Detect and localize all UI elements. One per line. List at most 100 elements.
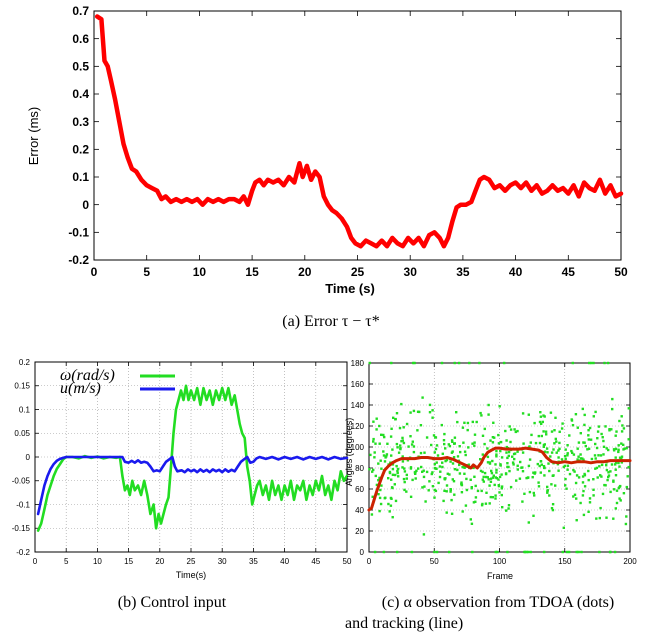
observation-dot xyxy=(396,446,399,449)
observation-dot xyxy=(463,450,467,453)
observation-dot xyxy=(581,494,585,497)
observation-dot xyxy=(428,403,432,407)
observation-dot xyxy=(379,459,382,462)
observation-dot xyxy=(595,446,599,450)
observation-dot xyxy=(482,475,485,479)
observation-dot xyxy=(525,550,528,554)
observation-dot xyxy=(410,550,414,554)
observation-dot xyxy=(576,458,579,461)
observation-dot xyxy=(620,457,623,460)
observation-dot xyxy=(534,441,538,445)
observation-dot xyxy=(394,418,397,421)
x-tick-label: 45 xyxy=(562,265,576,279)
observation-dot xyxy=(613,550,617,554)
observation-dot xyxy=(461,426,465,429)
observation-dot xyxy=(378,496,382,500)
observation-dot xyxy=(492,421,495,424)
observation-dot xyxy=(506,550,509,554)
observation-dot xyxy=(435,461,438,464)
chart-c-y-label: Angles (degrees) xyxy=(344,418,354,487)
observation-dot xyxy=(451,440,454,443)
observation-dot xyxy=(434,447,438,451)
observation-dot xyxy=(375,417,378,420)
observation-dot xyxy=(539,471,542,474)
observation-dot xyxy=(495,468,498,472)
observation-dot xyxy=(458,445,461,448)
observation-dot xyxy=(433,463,436,466)
observation-dot xyxy=(570,449,573,453)
observation-dot xyxy=(592,361,595,365)
observation-dot xyxy=(450,439,454,442)
observation-dot xyxy=(621,424,624,427)
observation-dot xyxy=(508,469,511,473)
x-tick-label: 150 xyxy=(558,557,572,566)
observation-dot xyxy=(501,506,504,509)
observation-dot xyxy=(466,428,469,432)
observation-dot xyxy=(409,467,413,470)
y-tick-label: -0.2 xyxy=(16,548,30,557)
observation-dot xyxy=(444,447,447,450)
observation-dot xyxy=(606,361,610,365)
observation-dot xyxy=(606,478,609,482)
observation-dot xyxy=(401,439,404,442)
observation-dot xyxy=(448,473,451,476)
observation-dot xyxy=(445,490,448,493)
observation-dot xyxy=(570,418,573,421)
y-tick-label: 0.05 xyxy=(14,429,30,438)
observation-dot xyxy=(495,453,498,456)
x-tick-label: 40 xyxy=(509,265,523,279)
observation-dot xyxy=(480,489,483,493)
observation-dot xyxy=(550,483,553,486)
x-tick-label: 35 xyxy=(456,265,470,279)
observation-dot xyxy=(395,442,399,446)
y-tick-label: 0.15 xyxy=(14,382,30,391)
observation-dot xyxy=(424,500,427,503)
observation-dot xyxy=(588,497,592,500)
observation-dot xyxy=(474,496,478,499)
observation-dot xyxy=(557,456,560,459)
observation-dot xyxy=(460,491,464,494)
observation-dot xyxy=(483,471,487,475)
observation-dot xyxy=(528,445,531,448)
observation-dot xyxy=(543,474,546,477)
observation-dot xyxy=(574,413,578,416)
chart-c-x-label: Frame xyxy=(487,571,513,581)
observation-dot xyxy=(405,490,408,493)
x-tick-label: 5 xyxy=(143,265,150,279)
observation-dot xyxy=(492,474,495,477)
observation-dot xyxy=(394,499,398,503)
observation-dot xyxy=(551,508,555,512)
observation-dot xyxy=(620,442,623,445)
observation-dot xyxy=(562,526,565,529)
observation-dot xyxy=(507,454,510,458)
observation-dot xyxy=(608,550,612,554)
observation-dot xyxy=(509,440,512,444)
observation-dot xyxy=(583,441,586,444)
y-tick-label: -0.05 xyxy=(12,477,31,486)
observation-dot xyxy=(401,436,404,440)
observation-dot xyxy=(607,475,610,479)
observation-dot xyxy=(498,475,502,479)
observation-dot xyxy=(577,441,581,444)
observation-dot xyxy=(581,481,585,484)
observation-dot xyxy=(588,426,592,430)
observation-dot xyxy=(401,460,405,463)
observation-dot xyxy=(431,416,434,419)
observation-dot xyxy=(587,429,590,432)
observation-dot xyxy=(425,470,429,474)
observation-dot xyxy=(425,436,429,439)
observation-dot xyxy=(486,447,489,450)
observation-dot xyxy=(579,457,583,460)
observation-dot xyxy=(554,484,557,487)
observation-dot xyxy=(459,450,462,454)
observation-dot xyxy=(494,463,497,466)
observation-dot xyxy=(505,445,508,449)
observation-dot xyxy=(537,485,541,488)
observation-dot xyxy=(601,436,604,439)
observation-dot xyxy=(538,441,542,445)
observation-dot xyxy=(481,470,484,474)
observation-dot xyxy=(390,478,393,481)
observation-dot xyxy=(476,489,480,493)
observation-dot xyxy=(561,422,564,425)
